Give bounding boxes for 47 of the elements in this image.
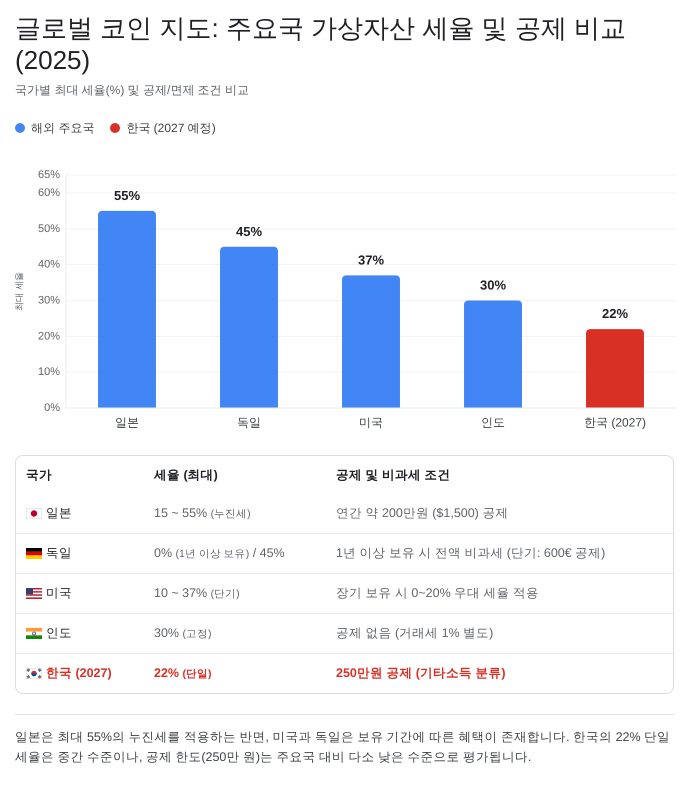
category-label: 국가 bbox=[26, 466, 53, 484]
y-tick-label: 65% bbox=[38, 169, 60, 182]
y-tick-label: 60% bbox=[38, 186, 60, 199]
text: 10 ~ 37% (단기) bbox=[154, 586, 240, 600]
legend-label: 한국 (2027 예정) bbox=[126, 120, 216, 136]
text: 30% (고정) bbox=[154, 626, 212, 640]
x-tick-label: 미국 bbox=[359, 416, 383, 430]
y-tick-label: 50% bbox=[38, 222, 60, 235]
text: 22% (단일) bbox=[154, 666, 212, 680]
text: 공제 없음 (거래세 1% 별도) bbox=[336, 626, 494, 640]
bar bbox=[342, 275, 400, 408]
x-tick-label: 한국 (2027) bbox=[584, 416, 646, 430]
text: 일본은 최대 55%의 누진세를 적용하는 반면, 미국과 독일은 보유 기간에 따른 혜택이 존재합니다. 한국의 22% 단일 세율은 중간 수준이나, 공제 한도(250만 원)는 주요국 대비 다소 낮은 수준으로 평가됩니다. bbox=[15, 729, 672, 766]
data-label: 37% bbox=[358, 252, 384, 268]
data-label: 22% bbox=[602, 306, 628, 322]
legend-label: 해외 주요국 bbox=[31, 120, 94, 136]
category-label: 공제 및 비과세 조건 bbox=[336, 466, 452, 484]
text: 0% (1년 이상 보유) / 45% bbox=[154, 546, 285, 560]
y-tick-label: 0% bbox=[44, 402, 60, 414]
text: 독일 bbox=[46, 546, 72, 560]
text: 일본 bbox=[46, 506, 72, 520]
x-tick-label: 인도 bbox=[481, 416, 505, 430]
y-tick-label: 30% bbox=[38, 294, 60, 306]
data-label: 30% bbox=[480, 278, 506, 293]
text: 인도 bbox=[46, 626, 72, 640]
text: 한국 (2027) bbox=[46, 666, 112, 680]
y-tick-label: 40% bbox=[38, 258, 60, 271]
y-axis-title: 최대 세율 bbox=[14, 272, 24, 311]
text: 미국 bbox=[46, 586, 72, 600]
bar bbox=[98, 210, 156, 408]
bar bbox=[220, 246, 278, 408]
category-label: 세율 (최대) bbox=[154, 466, 219, 484]
bar bbox=[464, 300, 522, 408]
text: 1년 이상 보유 시 전액 비과세 (단기: 600€ 공제) bbox=[336, 546, 606, 560]
y-tick-label: 20% bbox=[38, 330, 60, 342]
text: 연간 약 200만원 ($1,500) 공제 bbox=[336, 506, 508, 520]
y-tick-label: 10% bbox=[38, 366, 60, 378]
bar bbox=[586, 329, 644, 408]
text: 15 ~ 55% (누진세) bbox=[154, 506, 251, 520]
x-tick-label: 독일 bbox=[237, 416, 261, 430]
x-tick-label: 일본 bbox=[115, 416, 139, 430]
data-label: 55% bbox=[114, 188, 140, 203]
data-label: 45% bbox=[236, 224, 262, 239]
chart-title: 글로벌 코인 지도: 주요국 가상자산 세율 및 공제 비교 (2025) bbox=[15, 12, 628, 76]
chart-subtitle: 국가별 최대 세율(%) 및 공제/면제 조건 비교 bbox=[15, 82, 250, 98]
text: 장기 보유 시 0~20% 우대 세율 적용 bbox=[336, 586, 540, 600]
text: 250만원 공제 (기타소득 분류) bbox=[336, 666, 506, 680]
